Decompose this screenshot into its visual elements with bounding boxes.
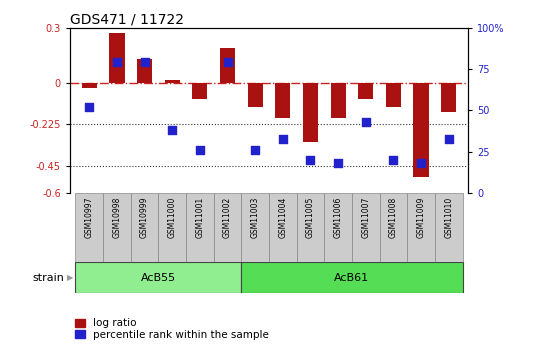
Point xyxy=(306,157,315,163)
Bar xyxy=(407,193,435,262)
Point xyxy=(112,60,121,65)
Text: GSM11009: GSM11009 xyxy=(416,197,426,238)
Bar xyxy=(269,193,296,262)
Text: GSM11003: GSM11003 xyxy=(251,197,260,238)
Bar xyxy=(186,193,214,262)
Text: GSM11010: GSM11010 xyxy=(444,197,453,238)
Text: GSM11000: GSM11000 xyxy=(168,197,177,238)
Bar xyxy=(137,59,152,83)
Text: GSM11004: GSM11004 xyxy=(278,197,287,238)
Point xyxy=(417,161,426,166)
Bar xyxy=(330,83,346,118)
Point xyxy=(168,128,176,133)
Text: GSM11005: GSM11005 xyxy=(306,197,315,238)
Bar xyxy=(324,193,352,262)
Text: GSM11002: GSM11002 xyxy=(223,197,232,238)
Bar xyxy=(303,83,318,142)
Bar xyxy=(103,193,131,262)
Point xyxy=(223,60,232,65)
Text: GSM10997: GSM10997 xyxy=(85,197,94,238)
Bar xyxy=(75,193,103,262)
Text: AcB61: AcB61 xyxy=(335,273,370,283)
Text: GSM11008: GSM11008 xyxy=(389,197,398,238)
Point xyxy=(362,119,370,125)
Point xyxy=(140,60,149,65)
Text: AcB55: AcB55 xyxy=(141,273,176,283)
Text: GSM11001: GSM11001 xyxy=(195,197,204,238)
Bar xyxy=(220,48,235,83)
Bar xyxy=(380,193,407,262)
Text: GDS471 / 11722: GDS471 / 11722 xyxy=(70,12,184,27)
Text: GSM11006: GSM11006 xyxy=(334,197,343,238)
Point xyxy=(251,147,259,153)
Bar xyxy=(242,193,269,262)
Bar xyxy=(275,83,291,118)
Text: GSM11007: GSM11007 xyxy=(361,197,370,238)
Bar xyxy=(247,83,263,107)
Text: strain: strain xyxy=(33,273,65,283)
Bar xyxy=(165,80,180,83)
Bar xyxy=(435,193,463,262)
Bar xyxy=(131,193,158,262)
Bar xyxy=(75,262,242,293)
Text: GSM10998: GSM10998 xyxy=(112,197,122,238)
Text: GSM10999: GSM10999 xyxy=(140,197,149,238)
Bar xyxy=(82,83,97,88)
Bar xyxy=(414,83,429,177)
Bar xyxy=(352,193,380,262)
Point xyxy=(334,161,342,166)
Point xyxy=(85,104,94,110)
Point xyxy=(279,136,287,141)
Point xyxy=(444,136,453,141)
Bar xyxy=(109,33,124,83)
Bar xyxy=(296,193,324,262)
Point xyxy=(196,147,204,153)
Bar xyxy=(158,193,186,262)
Legend: log ratio, percentile rank within the sample: log ratio, percentile rank within the sa… xyxy=(75,318,269,340)
Text: ▶: ▶ xyxy=(67,273,74,282)
Bar xyxy=(386,83,401,107)
Bar xyxy=(242,262,463,293)
Bar xyxy=(214,193,242,262)
Bar xyxy=(358,83,373,99)
Point xyxy=(389,157,398,163)
Bar xyxy=(441,83,456,112)
Bar xyxy=(192,83,208,99)
